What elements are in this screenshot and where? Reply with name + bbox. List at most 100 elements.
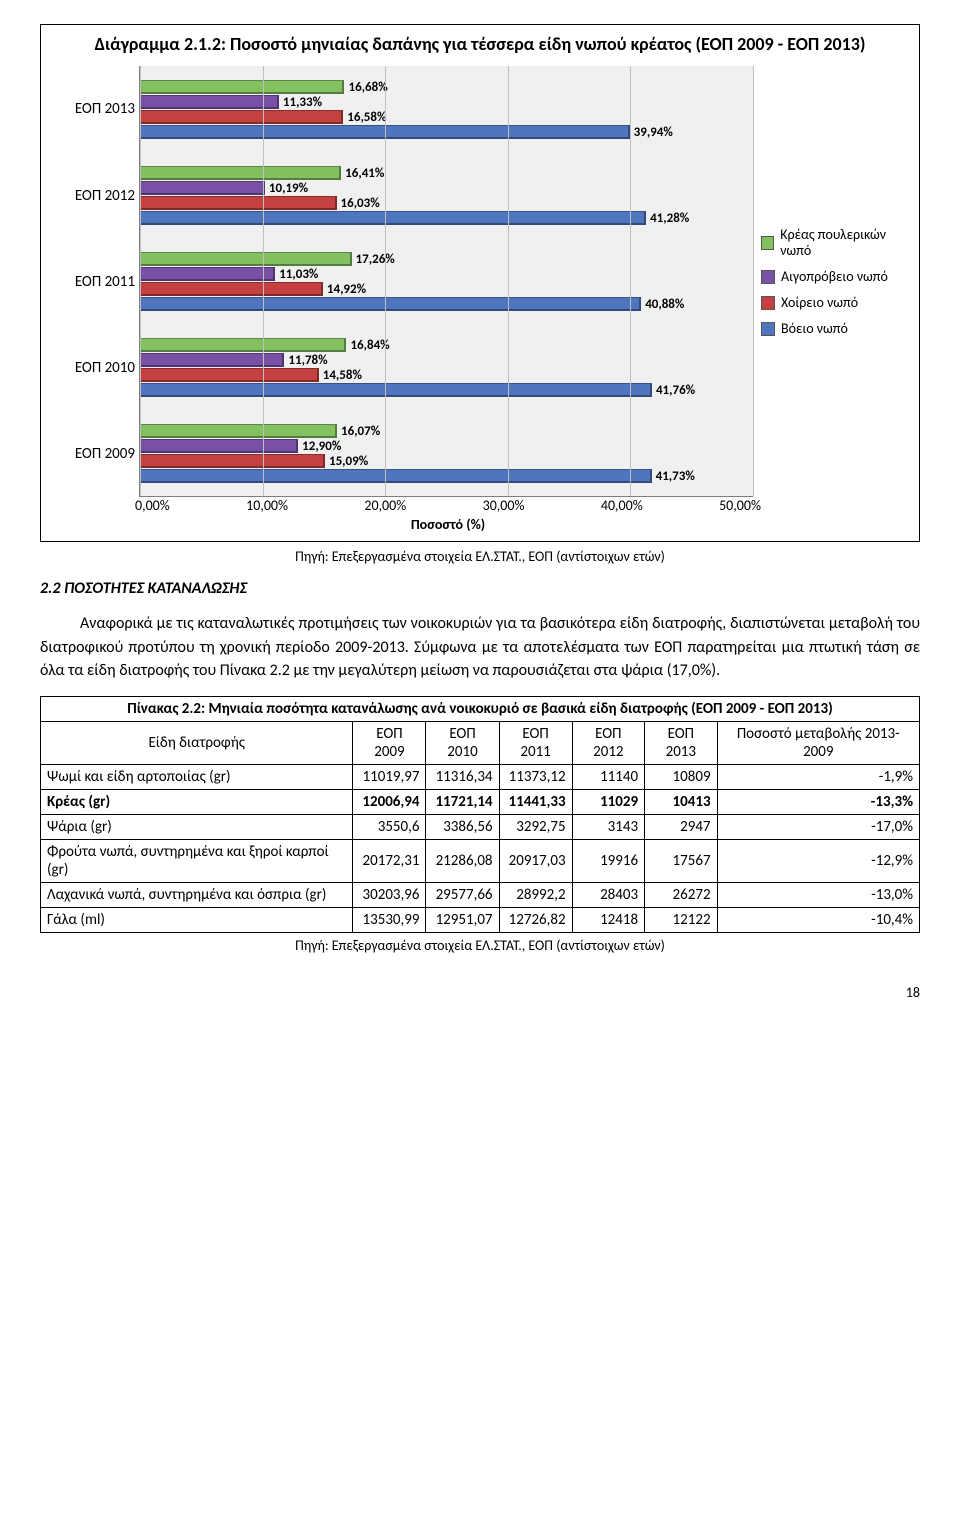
table-cell: -10,4% xyxy=(717,907,919,932)
table-cell: -13,3% xyxy=(717,789,919,814)
bar-value-label: 40,88% xyxy=(645,297,684,312)
legend-label: Κρέας πουλερικών νωπό xyxy=(780,227,911,259)
table-cell: Λαχανικά νωπά, συντηρημένα και όσπρια (g… xyxy=(41,882,353,907)
bar-value-label: 12,90% xyxy=(302,439,341,454)
chart-category: 16,07%12,90%15,09%41,73% xyxy=(140,423,753,483)
table-cell: 11721,14 xyxy=(426,789,499,814)
table-cell: 11029 xyxy=(572,789,644,814)
bar-value-label: 41,73% xyxy=(656,469,695,484)
table-cell: 21286,08 xyxy=(426,839,499,882)
bar-value-label: 16,07% xyxy=(341,424,380,439)
table-cell: 17567 xyxy=(645,839,717,882)
table-column-header: ΕΟΠ 2012 xyxy=(572,721,644,764)
chart-bar: 12,90% xyxy=(140,439,298,453)
legend-label: Χοίρειο νωπό xyxy=(781,295,858,311)
table-row: Λαχανικά νωπά, συντηρημένα και όσπρια (g… xyxy=(41,882,920,907)
chart-legend: Κρέας πουλερικών νωπό Αιγοπρόβειο νωπό Χοί… xyxy=(753,66,911,497)
y-axis-label: ΕΟΠ 2013 xyxy=(49,100,135,118)
chart-plot-row: ΕΟΠ 2013ΕΟΠ 2012ΕΟΠ 2011ΕΟΠ 2010ΕΟΠ 2009… xyxy=(49,66,911,497)
table-title: Πίνακας 2.2: Μηνιαία ποσότητα κατανάλωση… xyxy=(41,696,920,721)
x-axis-title: Ποσοστό (%) xyxy=(135,516,761,533)
table-column-header: ΕΟΠ 2011 xyxy=(499,721,572,764)
bar-value-label: 16,41% xyxy=(345,166,384,181)
body-paragraph: Αναφορικά με τις καταναλωτικές προτιμήσε… xyxy=(40,612,920,682)
bar-value-label: 10,19% xyxy=(269,181,308,196)
legend-item: Αιγοπρόβειο νωπό xyxy=(761,269,911,285)
x-axis-labels: 0,00%10,00%20,00%30,00%40,00%50,00% xyxy=(135,497,761,514)
chart-category: 17,26%11,03%14,92%40,88% xyxy=(140,251,753,311)
legend-label: Αιγοπρόβειο νωπό xyxy=(781,269,888,285)
chart-bar: 40,88% xyxy=(140,297,641,311)
table-row: Κρέας (gr)12006,9411721,1411441,33110291… xyxy=(41,789,920,814)
x-axis-tick: 0,00% xyxy=(135,497,170,514)
chart-bar: 16,03% xyxy=(140,196,337,210)
table-header-row: Είδη διατροφήςΕΟΠ 2009ΕΟΠ 2010ΕΟΠ 2011ΕΟ… xyxy=(41,721,920,764)
chart-bar: 41,76% xyxy=(140,383,652,397)
chart-category: 16,41%10,19%16,03%41,28% xyxy=(140,165,753,225)
table-source: Πηγή: Επεξεργασμένα στοιχεία ΕΛ.ΣΤΑΤ., Ε… xyxy=(40,937,920,954)
table-cell: 12951,07 xyxy=(426,907,499,932)
table-cell: 3386,56 xyxy=(426,814,499,839)
bar-value-label: 14,58% xyxy=(323,368,362,383)
table-cell: Φρούτα νωπά, συντηρημένα και ξηροί καρπο… xyxy=(41,839,353,882)
chart-bar: 17,26% xyxy=(140,252,352,266)
table-cell: 11373,12 xyxy=(499,764,572,789)
chart-bar: 41,28% xyxy=(140,211,646,225)
bar-value-label: 16,84% xyxy=(350,338,389,353)
table-cell: 12726,82 xyxy=(499,907,572,932)
section-heading: 2.2 ΠΟΣΟΤΗΤΕΣ ΚΑΤΑΝΑΛΩΣΗΣ xyxy=(40,579,920,598)
bar-value-label: 11,78% xyxy=(288,353,327,368)
table-cell: 19916 xyxy=(572,839,644,882)
y-axis-label: ΕΟΠ 2009 xyxy=(49,445,135,463)
table-column-header: ΕΟΠ 2013 xyxy=(645,721,717,764)
table-cell: 28992,2 xyxy=(499,882,572,907)
chart-bar: 16,07% xyxy=(140,424,337,438)
chart-bar: 14,92% xyxy=(140,282,323,296)
x-axis-tick: 30,00% xyxy=(483,497,525,514)
table-cell: -1,9% xyxy=(717,764,919,789)
table-cell: 11140 xyxy=(572,764,644,789)
chart-title: Διάγραμμα 2.1.2: Ποσοστό μηνιαίας δαπάνη… xyxy=(49,33,911,56)
data-table: Πίνακας 2.2: Μηνιαία ποσότητα κατανάλωση… xyxy=(40,696,920,933)
chart-bar: 14,58% xyxy=(140,368,319,382)
table-cell: Ψωμί και είδη αρτοποιίας (gr) xyxy=(41,764,353,789)
bar-value-label: 17,26% xyxy=(356,252,395,267)
table-row: Ψωμί και είδη αρτοποιίας (gr)11019,97 113… xyxy=(41,764,920,789)
table-cell: 11019,97 xyxy=(353,764,426,789)
chart-bar: 41,73% xyxy=(140,469,652,483)
x-axis-tick: 40,00% xyxy=(601,497,643,514)
x-axis-row: 0,00%10,00%20,00%30,00%40,00%50,00% xyxy=(49,497,911,514)
page-number: 18 xyxy=(40,984,920,1001)
table-cell: 3550,6 xyxy=(353,814,426,839)
table-cell: Ψάρια (gr) xyxy=(41,814,353,839)
bar-value-label: 14,92% xyxy=(327,282,366,297)
chart-category: 16,84%11,78%14,58%41,76% xyxy=(140,337,753,397)
table-cell: -17,0% xyxy=(717,814,919,839)
legend-swatch xyxy=(761,236,774,250)
bar-value-label: 41,76% xyxy=(656,383,695,398)
table-cell: 3143 xyxy=(572,814,644,839)
table-row: Φρούτα νωπά, συντηρημένα και ξηροί καρπο… xyxy=(41,839,920,882)
y-axis-label: ΕΟΠ 2010 xyxy=(49,359,135,377)
table-cell: 26272 xyxy=(645,882,717,907)
plot-area: 16,68%11,33%16,58%39,94%16,41%10,19%16,0… xyxy=(139,66,753,497)
bars-group: 16,68%11,33%16,58%39,94%16,41%10,19%16,0… xyxy=(140,66,753,496)
table-cell: 12418 xyxy=(572,907,644,932)
chart-bar: 16,84% xyxy=(140,338,346,352)
bar-value-label: 11,33% xyxy=(283,95,322,110)
bar-value-label: 16,03% xyxy=(341,196,380,211)
table-cell: 2947 xyxy=(645,814,717,839)
bar-value-label: 16,68% xyxy=(348,80,387,95)
legend-item: Κρέας πουλερικών νωπό xyxy=(761,227,911,259)
table-cell: 13530,99 xyxy=(353,907,426,932)
legend-item: Βόειο νωπό xyxy=(761,321,911,337)
legend-swatch xyxy=(761,270,775,284)
table-body: Ψωμί και είδη αρτοποιίας (gr)11019,97 113… xyxy=(41,764,920,932)
bar-value-label: 16,58% xyxy=(347,110,386,125)
bar-value-label: 15,09% xyxy=(329,454,368,469)
chart-category: 16,68%11,33%16,58%39,94% xyxy=(140,79,753,139)
chart-source: Πηγή: Επεξεργασμένα στοιχεία ΕΛ.ΣΤΑΤ., Ε… xyxy=(40,548,920,565)
table-cell: -13,0% xyxy=(717,882,919,907)
x-axis-tick: 10,00% xyxy=(246,497,288,514)
table-cell: -12,9% xyxy=(717,839,919,882)
